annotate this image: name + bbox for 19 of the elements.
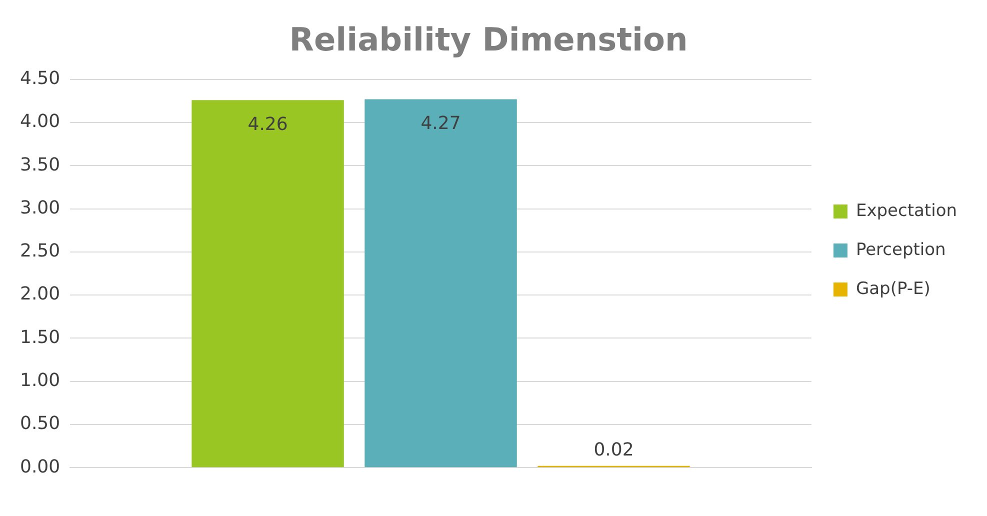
y-tick-label: 4.00: [20, 111, 60, 132]
legend-label: Perception: [856, 240, 946, 260]
bar: [364, 99, 517, 468]
data-label: 0.02: [594, 440, 634, 461]
y-tick-label: 2.00: [20, 284, 60, 305]
legend-label: Expectation: [856, 200, 957, 221]
y-tick-label: 1.50: [20, 326, 60, 348]
chart-title: Reliability Dimenstion: [289, 20, 688, 59]
y-tick-label: 1.00: [20, 370, 60, 392]
y-tick-label: 4.50: [20, 68, 60, 90]
y-tick-label: 3.50: [20, 154, 60, 176]
y-tick-label: 2.50: [20, 240, 60, 262]
legend-label: Gap(P-E): [856, 278, 930, 299]
y-tick-label: 3.00: [20, 197, 60, 218]
data-label: 4.26: [248, 114, 288, 135]
bar: [192, 100, 344, 468]
data-label: 4.27: [420, 112, 461, 134]
y-tick-label: 0.50: [20, 413, 60, 434]
y-tick-label: 0.00: [20, 456, 60, 478]
